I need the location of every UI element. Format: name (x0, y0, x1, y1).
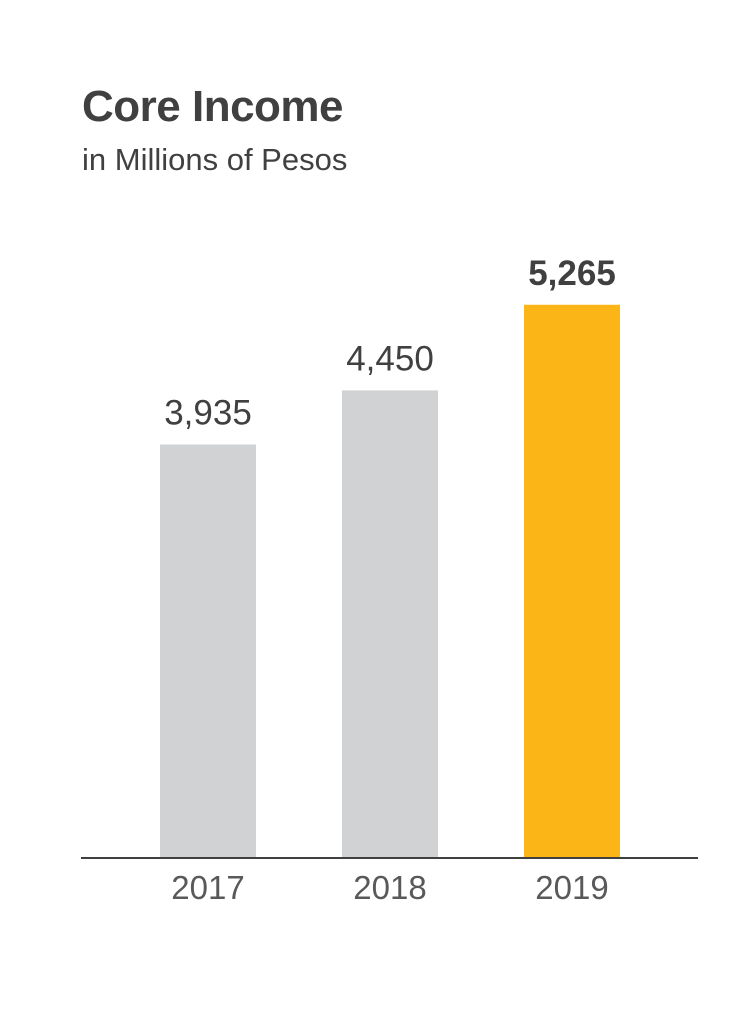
chart-subtitle: in Millions of Pesos (82, 142, 348, 177)
x-tick-label-2018: 2018 (353, 869, 426, 906)
bar-2019 (524, 304, 620, 858)
value-label-2019: 5,265 (528, 254, 616, 293)
value-label-2018: 4,450 (346, 339, 434, 378)
chart-title: Core Income (82, 82, 344, 131)
bar-2018 (342, 390, 438, 858)
x-tick-label-2019: 2019 (535, 869, 608, 906)
value-label-2017: 3,935 (164, 394, 252, 433)
x-tick-label-2017: 2017 (171, 869, 244, 906)
bar-2017 (160, 444, 256, 858)
